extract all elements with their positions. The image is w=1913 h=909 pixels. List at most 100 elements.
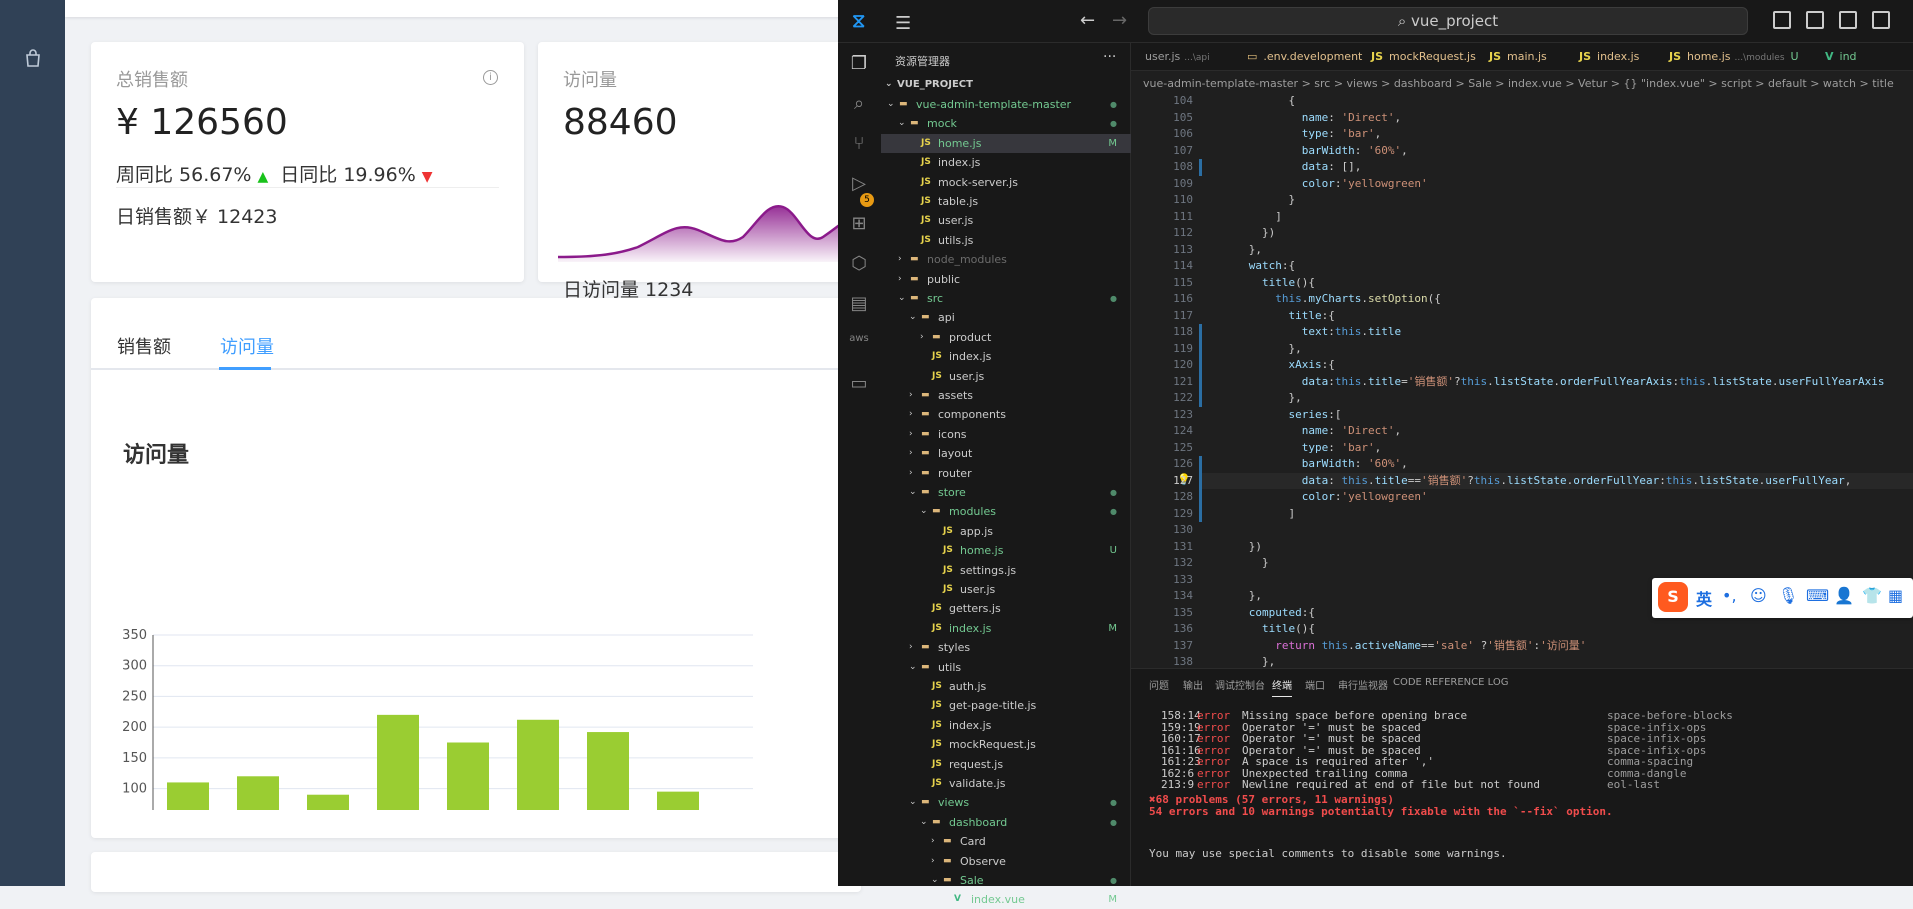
info-icon[interactable]: i <box>483 70 498 85</box>
panel-tab[interactable]: 端口 <box>1305 681 1325 692</box>
tree-item[interactable]: JS index.js M <box>881 619 1131 638</box>
tree-item[interactable]: JS settings.js <box>881 561 1131 580</box>
tab-visits[interactable]: 访问量 <box>220 337 274 358</box>
customize-layout-icon[interactable] <box>1872 11 1890 29</box>
y-tick-label: 150 <box>122 751 147 766</box>
tree-item[interactable]: › ▬ node_modules <box>881 250 1131 269</box>
source-control-icon[interactable]: ⑂ <box>853 133 865 154</box>
tree-item[interactable]: ⌄ ▬ utils <box>881 658 1131 677</box>
tree-item[interactable]: › ▬ styles <box>881 638 1131 657</box>
panel-tab[interactable]: 终端 <box>1272 677 1292 697</box>
tree-item[interactable]: ⌄ ▬ store ● <box>881 483 1131 502</box>
bar[interactable] <box>587 732 629 810</box>
panel-tab[interactable]: 问题 <box>1149 681 1169 692</box>
editor-tab[interactable]: JS mockRequest.js <box>1371 43 1476 71</box>
tree-item[interactable]: JS auth.js <box>881 677 1131 696</box>
editor-tab[interactable]: user.js ...\api <box>1139 43 1210 71</box>
tree-item[interactable]: › ▬ assets <box>881 386 1131 405</box>
bar[interactable] <box>657 791 699 810</box>
bar[interactable] <box>307 794 349 810</box>
tree-item[interactable]: JS index.js <box>881 153 1131 172</box>
command-center-search[interactable]: ⌕ vue_project <box>1148 7 1748 35</box>
tree-item[interactable]: › ▬ components <box>881 405 1131 424</box>
tree-item[interactable]: › ▬ Card <box>881 832 1131 851</box>
editor-tab[interactable]: ▭ .env.development <box>1247 43 1362 71</box>
tree-item[interactable]: › ▬ icons <box>881 425 1131 444</box>
apps-icon[interactable]: ▦ <box>1888 586 1904 605</box>
bar[interactable] <box>237 776 279 810</box>
tree-item[interactable]: › ▬ layout <box>881 444 1131 463</box>
tree-item[interactable]: › ▬ product <box>881 328 1131 347</box>
tree-item[interactable]: ⌄ ▬ mock ● <box>881 114 1131 133</box>
bar[interactable] <box>517 719 559 810</box>
tree-item[interactable]: ⌄ ▬ vue-admin-template-master ● <box>881 95 1131 114</box>
tree-item[interactable]: JS index.js <box>881 716 1131 735</box>
tree-item[interactable]: JS get-page-title.js <box>881 696 1131 715</box>
tree-item[interactable]: JS request.js <box>881 755 1131 774</box>
toggle-sidebar-icon[interactable] <box>1773 11 1791 29</box>
panel-tab[interactable]: 输出 <box>1183 681 1203 692</box>
aws-icon[interactable]: aws <box>849 333 869 344</box>
breadcrumb: vue-admin-template-master > src > views … <box>1143 77 1894 90</box>
tree-item[interactable]: JS getters.js <box>881 599 1131 618</box>
panel-tab[interactable]: 串行监视器 <box>1338 681 1388 692</box>
bar[interactable] <box>167 782 209 810</box>
tab-sales[interactable]: 销售额 <box>117 337 171 358</box>
tree-item[interactable]: ⌄ ▬ Sale ● <box>881 871 1131 890</box>
tree-item[interactable]: ⌄ ▬ api <box>881 308 1131 327</box>
search-icon[interactable]: ⌕ <box>853 93 865 114</box>
chat-icon[interactable]: ▭ <box>850 373 868 394</box>
editor-tab[interactable]: JS main.js <box>1489 43 1547 71</box>
tree-item[interactable]: JS utils.js <box>881 231 1131 250</box>
punctuation-icon[interactable]: •, <box>1722 586 1737 605</box>
git-status-badge: M <box>1108 894 1117 906</box>
tree-item[interactable]: › ▬ router <box>881 464 1131 483</box>
extensions-icon[interactable]: ⊞ <box>851 213 867 234</box>
tree-item[interactable]: JS user.js <box>881 580 1131 599</box>
more-actions-icon[interactable]: ··· <box>1103 49 1117 65</box>
panel-tab[interactable]: CODE REFERENCE LOG <box>1393 677 1509 688</box>
tree-item[interactable]: JS home.js M <box>881 133 1131 153</box>
tree-item[interactable]: ⌄ ▬ dashboard ● <box>881 813 1131 832</box>
explorer-icon[interactable]: ❐ <box>850 53 868 74</box>
user-icon[interactable]: 👤 <box>1834 586 1854 605</box>
menu-icon[interactable]: ☰ <box>895 13 912 34</box>
shopping-bag-icon[interactable] <box>24 48 42 72</box>
tree-item[interactable]: › ▬ public <box>881 270 1131 289</box>
run-debug-icon[interactable]: ▷ <box>852 173 866 194</box>
lightbulb-icon[interactable]: 💡 <box>1177 472 1191 486</box>
forward-arrow-icon[interactable]: → <box>1112 10 1128 31</box>
project-header[interactable]: ⌄ VUE_PROJECT <box>885 79 973 90</box>
ime-lang[interactable]: 英 <box>1696 590 1713 609</box>
tree-item[interactable]: › ▬ Observe <box>881 852 1131 871</box>
tree-item[interactable]: JS app.js <box>881 522 1131 541</box>
tree-item[interactable]: JS home.js U <box>881 541 1131 560</box>
tree-item[interactable]: ⌄ ▬ views ● <box>881 793 1131 812</box>
git-icon[interactable]: ⬡ <box>851 253 867 274</box>
sogou-logo-icon[interactable]: S <box>1658 582 1688 612</box>
voice-icon[interactable]: 🎙 <box>1778 586 1799 605</box>
editor-tab[interactable]: JS home.js ...\modules U <box>1669 43 1799 71</box>
panel-icon[interactable]: ▤ <box>850 293 868 314</box>
tree-item[interactable]: JS validate.js <box>881 774 1131 793</box>
skin-icon[interactable]: 👕 <box>1862 586 1882 605</box>
tree-item[interactable]: JS table.js <box>881 192 1131 211</box>
back-arrow-icon[interactable]: ← <box>1080 10 1096 31</box>
bar[interactable] <box>377 714 419 810</box>
tree-item[interactable]: ⌄ ▬ src ● <box>881 289 1131 308</box>
tree-item[interactable]: ⌄ ▬ modules ● <box>881 502 1131 521</box>
bar[interactable] <box>447 742 489 811</box>
tree-item[interactable]: JS mock-server.js <box>881 173 1131 192</box>
tree-item[interactable]: JS user.js <box>881 211 1131 230</box>
emoji-icon[interactable]: ☺ <box>1750 586 1767 605</box>
toggle-panel-icon[interactable] <box>1806 11 1824 29</box>
tree-item[interactable]: JS mockRequest.js <box>881 735 1131 754</box>
panel-tab[interactable]: 调试控制台 <box>1215 681 1265 692</box>
editor-tab[interactable]: JS index.js <box>1579 43 1639 71</box>
keyboard-icon[interactable]: ⌨ <box>1806 586 1830 605</box>
tree-item[interactable]: JS index.js <box>881 347 1131 366</box>
toggle-secondary-sidebar-icon[interactable] <box>1839 11 1857 29</box>
tree-item[interactable]: JS user.js <box>881 367 1131 386</box>
